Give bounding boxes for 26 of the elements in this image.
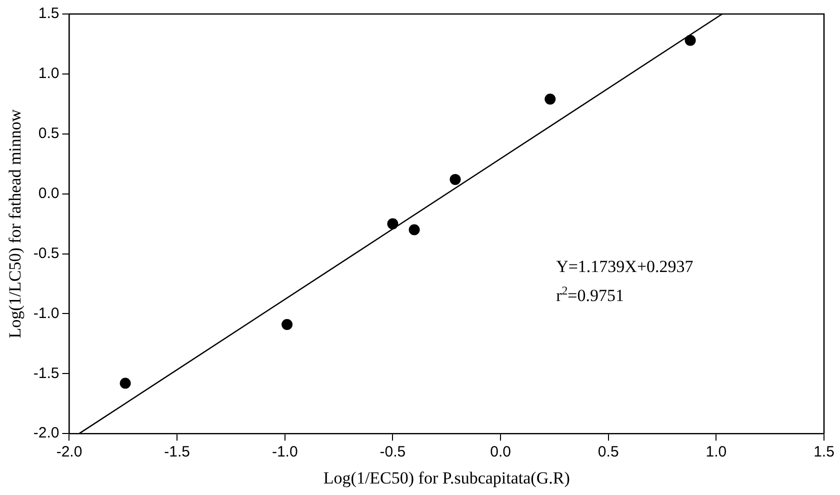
point xyxy=(544,94,556,105)
x-tick-label: -0.5 xyxy=(380,444,406,461)
x-tick-label: 1.5 xyxy=(814,444,834,461)
point xyxy=(408,224,420,236)
x-tick-label: -1.5 xyxy=(164,444,190,461)
x-tick-label: -2.0 xyxy=(56,444,82,461)
y-tick-label: -1.0 xyxy=(33,304,60,322)
y-tick-label: 1.0 xyxy=(38,65,60,82)
y-tick-label: -1.5 xyxy=(33,364,60,382)
y-tick-label: 0.5 xyxy=(38,125,60,142)
y-axis-title: Log(1/LC50) for fathead minnow xyxy=(6,108,25,338)
x-tick-label: 1.0 xyxy=(706,444,727,461)
y-tick-label: 1.5 xyxy=(38,5,60,22)
point xyxy=(387,218,398,230)
point xyxy=(684,34,696,46)
annotation: Y=1.1739X+0.2937 xyxy=(556,257,694,276)
point xyxy=(450,174,461,185)
x-axis-title: Log(1/EC50) for P.subcapitata(G.R) xyxy=(323,468,570,488)
point xyxy=(120,378,131,389)
y-tick-label: -0.5 xyxy=(33,244,60,262)
y-tick-label: 0.0 xyxy=(38,184,60,202)
y-tick-label: -2.0 xyxy=(33,424,60,442)
x-tick-label: 0.5 xyxy=(598,444,619,461)
x-tick-label: -1.0 xyxy=(272,444,298,461)
x-tick-label: 0.0 xyxy=(490,444,511,461)
point xyxy=(282,319,293,330)
